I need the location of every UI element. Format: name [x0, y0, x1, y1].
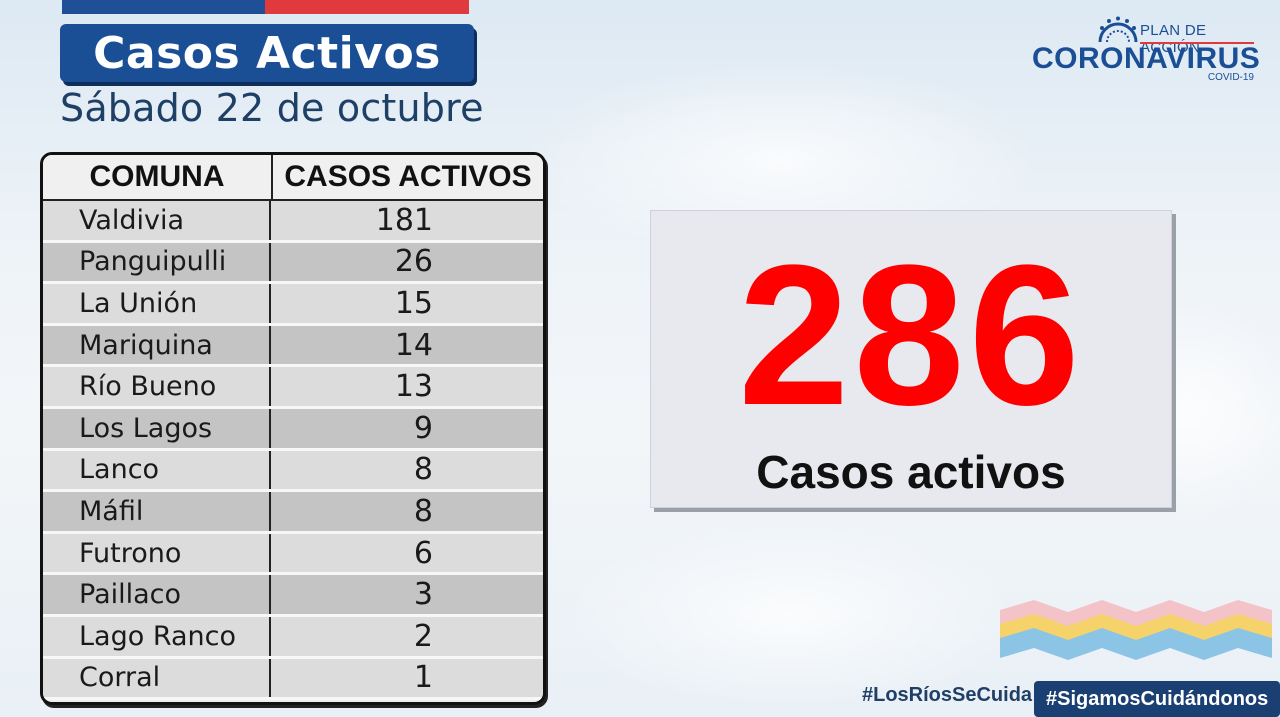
date-subtitle: Sábado 22 de octubre	[60, 86, 484, 130]
total-card: 286 Casos activos	[650, 210, 1172, 508]
casos-cell: 13	[394, 369, 433, 405]
background-cloud	[560, 520, 1020, 710]
casos-cell: 6	[413, 535, 433, 571]
table-row: Máfil 8	[43, 492, 543, 534]
virus-icon	[1098, 16, 1138, 42]
page-title: Casos Activos	[93, 27, 441, 79]
comuna-cell: Mariquina	[43, 325, 271, 365]
logo-underline	[1140, 42, 1254, 44]
flag-blue	[62, 0, 265, 14]
table-row: Valdivia 181	[43, 201, 543, 243]
comuna-cell: Máfil	[43, 492, 271, 531]
table-row: Futrono 6	[43, 533, 543, 576]
table-header: COMUNA CASOS ACTIVOS	[43, 155, 543, 201]
table-row: Río Bueno 13	[43, 367, 543, 409]
hashtag-los-rios: #LosRíosSeCuida	[862, 684, 1033, 706]
comuna-cell: Río Bueno	[43, 367, 271, 406]
comuna-cell: Los Lagos	[43, 408, 271, 448]
casos-cell: 15	[394, 285, 433, 321]
comuna-cell: Lago Ranco	[43, 616, 271, 656]
comuna-cell: La Unión	[43, 284, 271, 323]
casos-cell: 1	[413, 660, 433, 696]
total-cases-label: Casos activos	[756, 446, 1066, 498]
table-body: Valdivia 181 Panguipulli 26 La Unión 15 …	[43, 201, 543, 701]
casos-cell: 181	[375, 202, 433, 238]
logo-main: CORONAVIRUS	[1032, 42, 1261, 75]
flag-red	[265, 0, 469, 14]
cases-table: COMUNA CASOS ACTIVOS Valdivia 181 Pangui…	[40, 152, 546, 705]
comuna-cell: Corral	[43, 658, 271, 698]
flag-stripe	[62, 0, 469, 14]
casos-cell: 2	[413, 618, 433, 654]
casos-cell: 14	[394, 327, 433, 363]
table-row: Los Lagos 9	[43, 408, 543, 451]
table-row: Lago Ranco 2	[43, 616, 543, 659]
hashtag-sigamos: #SigamosCuidándonos	[1034, 681, 1280, 717]
total-cases-number: 286	[738, 224, 1084, 447]
casos-cell: 8	[413, 493, 433, 529]
column-header-casos: CASOS ACTIVOS	[284, 160, 532, 193]
casos-cell: 9	[413, 410, 433, 446]
coronavirus-logo: PLAN DE ACCIÓN CORONAVIRUS COVID-19	[1030, 14, 1260, 86]
table-row: Paillaco 3	[43, 575, 543, 617]
decorative-waves	[1000, 600, 1272, 660]
title-banner: Casos Activos	[60, 24, 474, 82]
column-header-comuna: COMUNA	[43, 155, 273, 199]
casos-cell: 26	[394, 244, 433, 280]
comuna-cell: Lanco	[43, 450, 271, 490]
table-row: Corral 1	[43, 658, 543, 701]
casos-cell: 3	[413, 577, 433, 613]
table-row: Lanco 8	[43, 450, 543, 493]
logo-sub: COVID-19	[1207, 72, 1254, 83]
table-row: Mariquina 14	[43, 325, 543, 368]
comuna-cell: Valdivia	[43, 201, 271, 240]
comuna-cell: Panguipulli	[43, 242, 271, 282]
casos-cell: 8	[413, 452, 433, 488]
table-row: La Unión 15	[43, 284, 543, 326]
table-row: Panguipulli 26	[43, 242, 543, 285]
comuna-cell: Futrono	[43, 533, 271, 573]
comuna-cell: Paillaco	[43, 575, 271, 614]
